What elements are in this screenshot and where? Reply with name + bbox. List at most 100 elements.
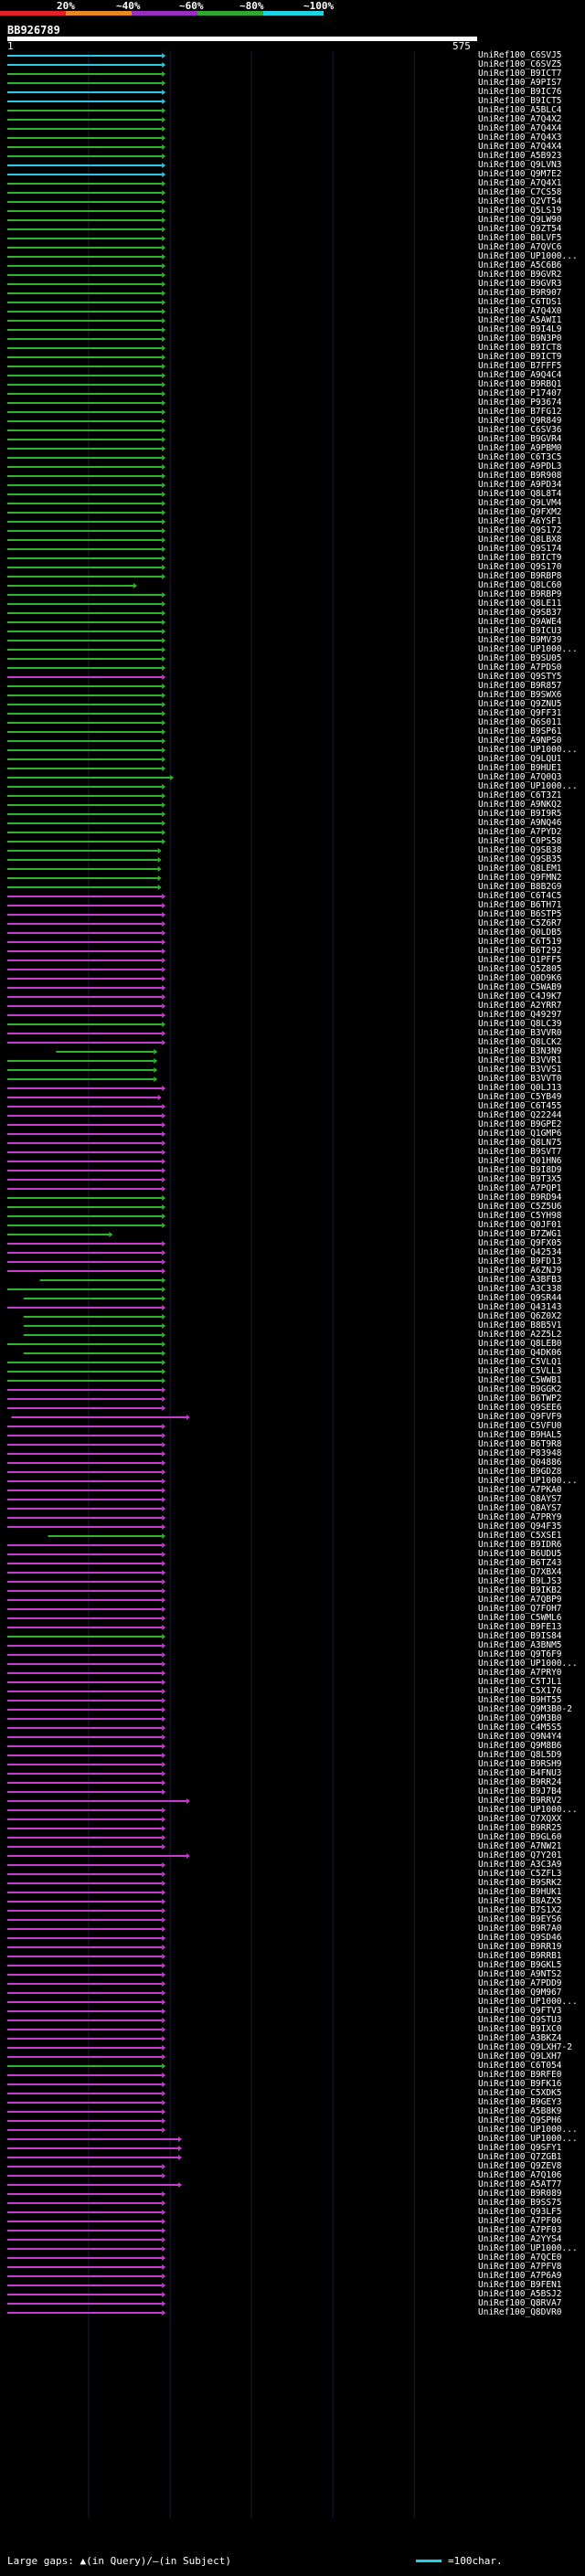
hit-label[interactable]: UniRef100_A7Q0Q3	[478, 772, 562, 782]
hit-label[interactable]: UniRef100_A7Q4X1	[478, 178, 562, 188]
hit-label[interactable]: UniRef100_B9R7A0	[478, 1924, 562, 1934]
hit-label[interactable]: UniRef100_Q6S011	[478, 717, 562, 727]
hit-label[interactable]: UniRef100_B9J7B4	[478, 1786, 562, 1797]
hit-label[interactable]: UniRef100_B3VVR0	[478, 1028, 562, 1038]
hit-label[interactable]: UniRef100_B9RFE0	[478, 2070, 562, 2080]
hit-label[interactable]: UniRef100_UP1000...	[478, 2125, 578, 2135]
hit-label[interactable]: UniRef100_C6SV36	[478, 425, 562, 435]
hit-label[interactable]: UniRef100_C4M5S5	[478, 1723, 562, 1733]
hit-label[interactable]: UniRef100_A2Z5L2	[478, 1330, 562, 1340]
hit-label[interactable]: UniRef100_B9N3P0	[478, 334, 562, 344]
hit-label[interactable]: UniRef100_B9RR19	[478, 1942, 562, 1952]
hit-label[interactable]: UniRef100_B9R908	[478, 471, 562, 481]
hit-label[interactable]: UniRef100_B9ICT5	[478, 96, 562, 106]
hit-label[interactable]: UniRef100_B9I9R5	[478, 809, 562, 819]
hit-label[interactable]: UniRef100_B9GGK2	[478, 1384, 562, 1394]
hit-label[interactable]: UniRef100_UP1000...	[478, 644, 578, 654]
hit-label[interactable]: UniRef100_Q43143	[478, 1302, 562, 1312]
hit-label[interactable]: UniRef100_P93674	[478, 398, 562, 408]
hit-label[interactable]: UniRef100_Q8LC60	[478, 580, 562, 590]
hit-label[interactable]: UniRef100_C5Z5U6	[478, 1202, 562, 1212]
hit-label[interactable]: UniRef100_Q9ZEV8	[478, 2161, 562, 2171]
hit-label[interactable]: UniRef100_A9PD34	[478, 480, 562, 490]
hit-label[interactable]: UniRef100_B9RRV2	[478, 1796, 562, 1806]
hit-label[interactable]: UniRef100_B9IXC0	[478, 2024, 562, 2034]
hit-label[interactable]: UniRef100_Q0JF01	[478, 1220, 562, 1230]
hit-label[interactable]: UniRef100_Q9SR44	[478, 1293, 562, 1303]
hit-label[interactable]: UniRef100_C5TJL1	[478, 1677, 562, 1687]
hit-label[interactable]: UniRef100_B9T3X5	[478, 1174, 562, 1184]
hit-label[interactable]: UniRef100_Q9FMN2	[478, 873, 562, 883]
hit-label[interactable]: UniRef100_UP1000...	[478, 781, 578, 791]
hit-label[interactable]: UniRef100_B7FFF5	[478, 361, 562, 371]
hit-label[interactable]: UniRef100_B6T9R8	[478, 1439, 562, 1449]
hit-label[interactable]: UniRef100_Q9M967	[478, 1988, 562, 1998]
hit-label[interactable]: UniRef100_UP1000...	[478, 251, 578, 261]
hit-label[interactable]: UniRef100_C5XSE1	[478, 1531, 562, 1541]
hit-label[interactable]: UniRef100_Q8LN75	[478, 1138, 562, 1148]
hit-label[interactable]: UniRef100_B9HAL5	[478, 1430, 562, 1440]
hit-label[interactable]: UniRef100_C6SVZ5	[478, 59, 562, 69]
hit-label[interactable]: UniRef100_Q5Z805	[478, 964, 562, 974]
hit-label[interactable]: UniRef100_B9GDZ8	[478, 1467, 562, 1477]
hit-label[interactable]: UniRef100_A7PF03	[478, 2225, 562, 2235]
hit-label[interactable]: UniRef100_Q8LEB0	[478, 1339, 562, 1349]
hit-label[interactable]: UniRef100_Q7ZGB1	[478, 2152, 562, 2162]
hit-label[interactable]: UniRef100_Q4DK06	[478, 1348, 562, 1358]
hit-label[interactable]: UniRef100_B6TH71	[478, 900, 562, 910]
hit-label[interactable]: UniRef100_B9I8D9	[478, 1165, 562, 1175]
hit-label[interactable]: UniRef100_Q8DVR0	[478, 2307, 562, 2317]
hit-label[interactable]: UniRef100_Q9FX05	[478, 1238, 562, 1248]
hit-label[interactable]: UniRef100_B9I4L9	[478, 324, 562, 334]
hit-label[interactable]: UniRef100_Q2VT54	[478, 196, 562, 207]
hit-label[interactable]: UniRef100_Q9ZT54	[478, 224, 562, 234]
hit-label[interactable]: UniRef100_A7Q106	[478, 2170, 562, 2180]
hit-label[interactable]: UniRef100_Q93LF5	[478, 2207, 562, 2217]
hit-label[interactable]: UniRef100_B6TZ43	[478, 1558, 562, 1568]
hit-label[interactable]: UniRef100_B9ICT9	[478, 352, 562, 362]
hit-label[interactable]: UniRef100_B6T292	[478, 946, 562, 956]
hit-label[interactable]: UniRef100_Q9STU3	[478, 2015, 562, 2025]
hit-label[interactable]: UniRef100_Q9LW90	[478, 215, 562, 225]
hit-label[interactable]: UniRef100_Q01HN6	[478, 1156, 562, 1166]
hit-label[interactable]: UniRef100_Q9S170	[478, 562, 562, 572]
hit-label[interactable]: UniRef100_C5Z6R7	[478, 918, 562, 928]
hit-label[interactable]: UniRef100_B9FE13	[478, 1622, 562, 1632]
hit-label[interactable]: UniRef100_C5XDK5	[478, 2088, 562, 2098]
hit-label[interactable]: UniRef100_B9GVR3	[478, 279, 562, 289]
hit-label[interactable]: UniRef100_B9SS75	[478, 2198, 562, 2208]
hit-label[interactable]: UniRef100_B3VVS1	[478, 1065, 562, 1075]
hit-label[interactable]: UniRef100_B9GL60	[478, 1832, 562, 1842]
hit-label[interactable]: UniRef100_B9ICU3	[478, 626, 562, 636]
hit-label[interactable]: UniRef100_A5BSJ2	[478, 2289, 562, 2299]
hit-label[interactable]: UniRef100_Q1PFF5	[478, 955, 562, 965]
hit-label[interactable]: UniRef100_Q9M3B0-2	[478, 1704, 572, 1714]
hit-label[interactable]: UniRef100_Q22244	[478, 1110, 562, 1120]
hit-label[interactable]: UniRef100_A7PQP1	[478, 1183, 562, 1193]
hit-label[interactable]: UniRef100_Q8LC39	[478, 1019, 562, 1029]
hit-label[interactable]: UniRef100_B9RR24	[478, 1777, 562, 1787]
hit-label[interactable]: UniRef100_B9RBP9	[478, 589, 562, 599]
hit-label[interactable]: UniRef100_A7PRY9	[478, 1512, 562, 1522]
hit-label[interactable]: UniRef100_A7PDS0	[478, 663, 562, 673]
hit-label[interactable]: UniRef100_B3N3N9	[478, 1046, 562, 1056]
hit-label[interactable]: UniRef100_UP1000...	[478, 1476, 578, 1486]
hit-label[interactable]: UniRef100_B9RD94	[478, 1193, 562, 1203]
hit-label[interactable]: UniRef100_A7PFV8	[478, 2262, 562, 2272]
hit-label[interactable]: UniRef100_Q9FVF9	[478, 1412, 562, 1422]
hit-label[interactable]: UniRef100_B9GKL5	[478, 1960, 562, 1970]
hit-label[interactable]: UniRef100_B9HUK1	[478, 1887, 562, 1897]
hit-label[interactable]: UniRef100_Q7FOH7	[478, 1604, 562, 1614]
hit-label[interactable]: UniRef100_Q9SB38	[478, 845, 562, 855]
hit-label[interactable]: UniRef100_C6T455	[478, 1101, 562, 1111]
hit-label[interactable]: UniRef100_Q6Z0X2	[478, 1311, 562, 1321]
hit-label[interactable]: UniRef100_Q9M7E2	[478, 169, 562, 179]
hit-label[interactable]: UniRef100_A7PRY0	[478, 1668, 562, 1678]
hit-label[interactable]: UniRef100_A7PDD9	[478, 1978, 562, 1988]
hit-label[interactable]: UniRef100_Q8L5D9	[478, 1750, 562, 1760]
hit-label[interactable]: UniRef100_C7CS58	[478, 187, 562, 197]
hit-label[interactable]: UniRef100_B7S1X2	[478, 1905, 562, 1915]
hit-label[interactable]: UniRef100_B9ICT9	[478, 553, 562, 563]
hit-label[interactable]: UniRef100_B9MV39	[478, 635, 562, 645]
hit-label[interactable]: UniRef100_A9PBM0	[478, 443, 562, 453]
